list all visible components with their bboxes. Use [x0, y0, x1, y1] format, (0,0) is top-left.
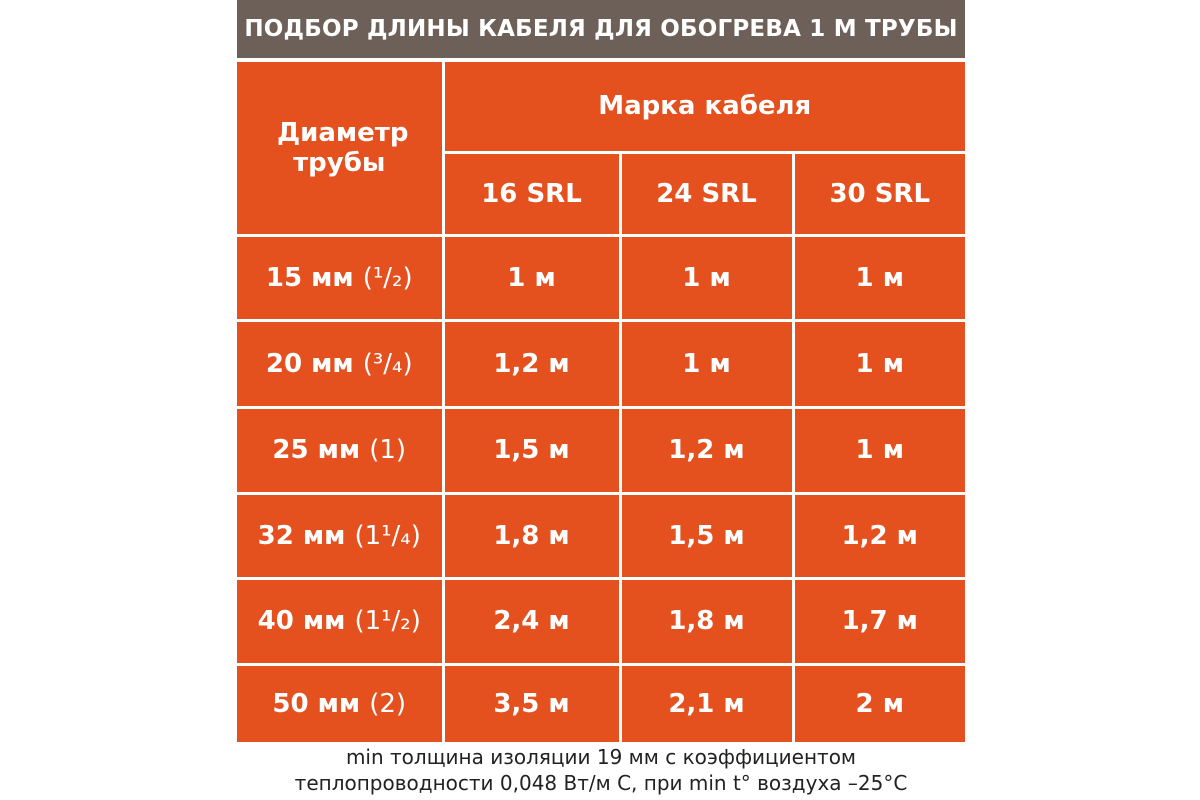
value-cell: 1 м — [618, 233, 795, 322]
cable-table: Диаметр трубы Марка кабеля 16 SRL 24 SRL 3… — [237, 62, 965, 742]
value-cell: 1,5 м — [441, 405, 622, 495]
title-bar: ПОДБОР ДЛИНЫ КАБЕЛЯ ДЛЯ ОБОГРЕВА 1 М ТРУ… — [237, 0, 965, 58]
diameter-cell: 20 мм (³/₄) — [237, 318, 445, 409]
diameter-size: 15 мм — [265, 262, 354, 293]
diameter-inch: (¹/₂) — [362, 262, 413, 293]
diameter-size: 32 мм — [257, 520, 346, 551]
corner-header: Диаметр трубы — [237, 62, 445, 237]
diameter-size: 20 мм — [265, 348, 354, 379]
value-cell: 1,8 м — [618, 576, 795, 666]
diameter-cell: 40 мм (1¹/₂) — [237, 576, 445, 666]
column-header: 30 SRL — [791, 150, 965, 235]
diameter-cell: 50 мм (2) — [237, 662, 445, 742]
diameter-inch: (1¹/₂) — [354, 606, 421, 636]
value-cell: 1,2 м — [791, 491, 965, 580]
diameter-size: 50 мм — [272, 688, 361, 719]
diameter-size: 25 мм — [272, 435, 361, 465]
value-cell: 1 м — [791, 405, 965, 495]
table-row: 40 мм (1¹/₂) 2,4 м 1,8 м 1,7 м — [237, 576, 965, 666]
diameter-cell: 32 мм (1¹/₄) — [237, 491, 445, 580]
value-cell: 1 м — [791, 318, 965, 409]
diameter-inch: (2) — [369, 688, 407, 719]
diameter-cell: 15 мм (¹/₂) — [237, 233, 445, 322]
diameter-inch: (1) — [369, 435, 407, 465]
group-header: Марка кабеля — [441, 62, 965, 154]
table-row: 32 мм (1¹/₄) 1,8 м 1,5 м 1,2 м — [237, 491, 965, 580]
footer-line: теплопроводности 0,048 Вт/м С, при min t… — [294, 771, 908, 795]
value-cell: 1 м — [791, 233, 965, 322]
footer-line: min толщина изоляции 19 мм с коэффициент… — [345, 745, 857, 769]
value-cell: 1,7 м — [791, 576, 965, 666]
diameter-size: 40 мм — [257, 606, 346, 636]
value-cell: 1 м — [441, 233, 622, 322]
column-header: 16 SRL — [443, 150, 622, 235]
diameter-cell: 25 мм (1) — [237, 405, 445, 495]
value-cell: 1 м — [618, 318, 795, 409]
value-cell: 1,2 м — [618, 405, 795, 495]
value-cell: 1,8 м — [441, 491, 622, 580]
value-cell: 2 м — [791, 662, 965, 742]
footer: min толщина изоляции 19 мм с коэффициент… — [237, 744, 965, 796]
value-cell: 1,5 м — [618, 491, 795, 580]
diameter-inch: (1¹/₄) — [354, 520, 421, 551]
value-cell: 3,5 м — [441, 662, 622, 742]
diameter-inch: (³/₄) — [362, 348, 413, 379]
value-cell: 2,1 м — [618, 662, 795, 742]
value-cell: 1,2 м — [441, 318, 622, 409]
value-cell: 2,4 м — [441, 576, 622, 666]
column-header: 24 SRL — [618, 150, 795, 235]
